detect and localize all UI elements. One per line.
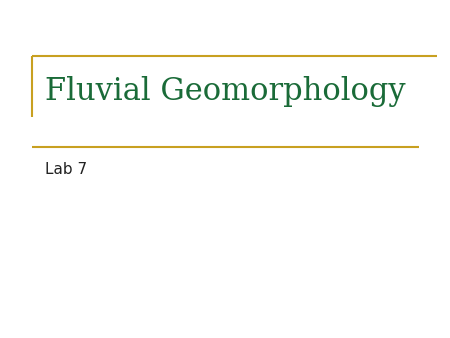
Text: Fluvial Geomorphology: Fluvial Geomorphology <box>45 76 405 107</box>
Text: Lab 7: Lab 7 <box>45 162 87 176</box>
